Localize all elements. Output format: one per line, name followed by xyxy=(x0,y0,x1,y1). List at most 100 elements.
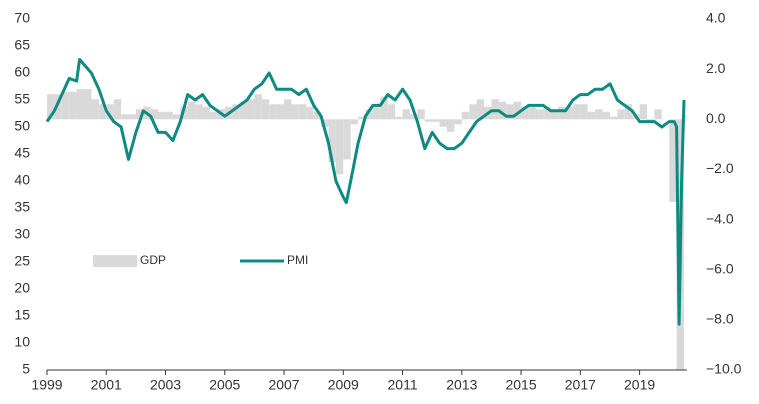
bar xyxy=(587,111,596,120)
bar xyxy=(454,119,462,125)
bar xyxy=(84,89,92,120)
legend-swatch xyxy=(93,255,137,267)
y-tick-label: 20 xyxy=(14,280,30,296)
bar xyxy=(402,109,410,120)
y-tick-label: 65 xyxy=(14,37,30,53)
y-tick-label: 25 xyxy=(14,253,30,269)
bar xyxy=(209,111,218,120)
bar xyxy=(202,106,210,120)
bar xyxy=(276,104,285,120)
x-tick-label: 2017 xyxy=(565,377,596,393)
bar xyxy=(121,114,129,120)
bar xyxy=(269,104,277,120)
bar xyxy=(624,104,633,120)
y-tick-label: 15 xyxy=(14,307,30,323)
y-tick-label: 55 xyxy=(14,91,30,107)
bar xyxy=(609,116,618,120)
bar xyxy=(98,104,107,120)
bar xyxy=(313,111,322,120)
bar xyxy=(602,111,610,120)
bar xyxy=(432,119,440,122)
y-tick-label: 30 xyxy=(14,226,30,242)
x-tick-label: 2013 xyxy=(446,377,477,393)
y-tick-label: 70 xyxy=(14,10,30,26)
bar xyxy=(669,119,677,203)
bar xyxy=(521,106,529,120)
y2-tick-label: 2.0 xyxy=(706,60,726,76)
bar xyxy=(506,104,514,120)
bar xyxy=(328,119,336,162)
bar xyxy=(113,99,122,120)
bar xyxy=(580,104,588,120)
bar xyxy=(291,104,299,120)
bar xyxy=(321,119,329,127)
bar xyxy=(439,119,447,127)
legend-label: GDP xyxy=(140,253,166,267)
y-tick-label: 50 xyxy=(14,118,30,134)
bar xyxy=(232,104,240,120)
x-tick-label: 2011 xyxy=(388,377,418,393)
x-tick-label: 2009 xyxy=(328,377,359,393)
bar xyxy=(76,89,85,120)
bar xyxy=(365,109,373,120)
bar xyxy=(639,104,647,120)
bar xyxy=(350,119,359,125)
bar xyxy=(135,109,144,120)
bar xyxy=(61,91,70,120)
bar xyxy=(550,111,559,120)
bar xyxy=(380,96,388,120)
bar xyxy=(572,104,581,120)
y-tick-label: 45 xyxy=(14,145,30,161)
bar xyxy=(461,111,470,120)
bar xyxy=(261,99,270,120)
bar xyxy=(358,116,366,120)
bar xyxy=(424,119,433,122)
bar xyxy=(47,94,55,120)
bar xyxy=(617,109,625,120)
y-tick-label: 35 xyxy=(14,199,30,215)
bar xyxy=(150,109,159,120)
bar xyxy=(306,106,314,120)
bar xyxy=(535,109,544,120)
bar xyxy=(654,109,662,120)
bar xyxy=(158,111,166,120)
bar xyxy=(284,99,292,120)
bar xyxy=(491,99,499,120)
x-tick-label: 2001 xyxy=(91,377,122,393)
y2-tick-label: 4.0 xyxy=(706,10,726,26)
bar xyxy=(69,91,77,120)
bar xyxy=(239,101,247,120)
bar xyxy=(565,106,573,120)
bar xyxy=(195,104,203,120)
y2-tick-label: −6.0 xyxy=(706,260,734,276)
bar xyxy=(128,114,136,120)
bar xyxy=(106,104,114,120)
bar xyxy=(498,101,507,120)
bar xyxy=(513,101,522,120)
bar xyxy=(254,94,262,120)
legend-label: PMI xyxy=(287,253,308,267)
x-tick-label: 1999 xyxy=(31,377,62,393)
bar xyxy=(476,99,485,120)
bar xyxy=(165,111,173,120)
bar xyxy=(335,119,344,175)
bar xyxy=(54,94,62,120)
y2-tick-label: −4.0 xyxy=(706,210,734,226)
bar xyxy=(409,114,418,120)
x-tick-label: 2019 xyxy=(624,377,655,393)
x-tick-label: 2003 xyxy=(150,377,181,393)
x-tick-label: 2015 xyxy=(505,377,536,393)
y2-tick-label: 0.0 xyxy=(706,110,726,126)
bar xyxy=(187,101,196,120)
bar xyxy=(91,99,99,120)
bar xyxy=(417,109,425,120)
y2-tick-label: −10.0 xyxy=(706,361,742,377)
bar xyxy=(387,104,396,120)
bar xyxy=(172,114,181,120)
y-tick-label: 60 xyxy=(14,64,30,80)
y-tick-label: 5 xyxy=(22,361,30,377)
bar xyxy=(469,104,477,120)
bar xyxy=(558,106,566,120)
x-tick-label: 2005 xyxy=(209,377,240,393)
